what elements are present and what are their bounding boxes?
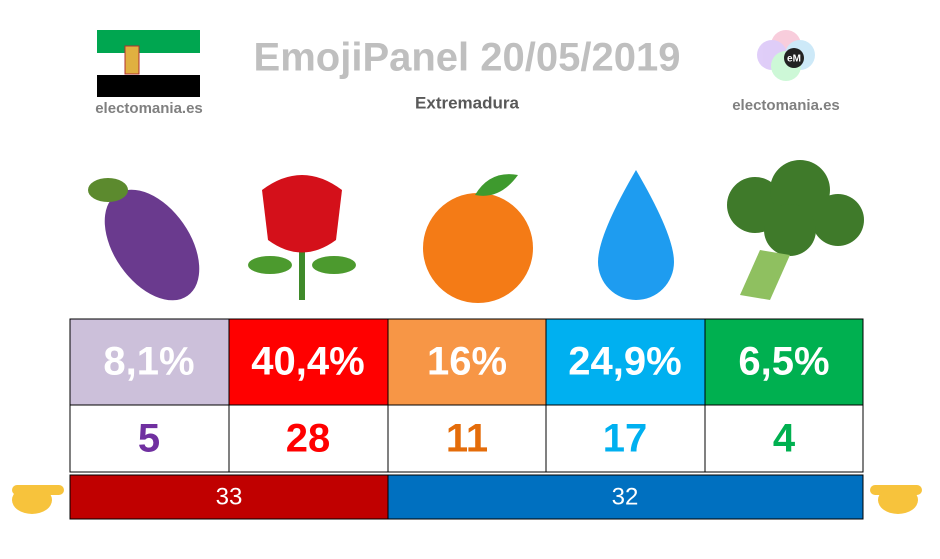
percentage: 6,5% [738,340,829,384]
cell-bg [229,319,388,405]
cell-bg [546,319,705,405]
bloc-seats: 32 [612,483,639,510]
seats: 28 [286,417,331,461]
region: Extremadura [415,93,519,112]
bloc-right [387,474,864,520]
logo [757,30,815,81]
rose-emoji [248,175,356,300]
logo-text: eM [787,54,801,65]
seat-row [69,404,864,473]
seats: 5 [138,417,160,461]
cell-bg [70,319,229,405]
seats: 17 [603,417,648,461]
orange-emoji [423,193,533,303]
cell-bg [388,319,546,405]
percentage: 24,9% [568,340,681,384]
cell-borders [69,318,864,472]
seats: 4 [773,417,796,461]
title: EmojiPanel 20/05/2019 [254,36,681,80]
seats: 11 [446,417,488,461]
logo-badge [784,48,804,68]
bloc-left [69,474,389,520]
percentage: 40,4% [251,340,364,384]
cell-bg [705,319,863,405]
droplet-emoji [598,170,674,300]
table: 8,1% 40,4% 16% 24,9% 6,5% 5 28 11 17 4 3… [69,318,864,520]
broccoli-emoji [727,160,864,300]
percentage: 16% [427,340,507,384]
hand-left [12,485,64,514]
source-left: electomania.es [95,100,203,117]
eggplant-emoji [88,178,200,301]
orange-leaf [475,174,518,196]
flag [97,30,200,97]
hand-right [870,485,922,514]
source-right: electomania.es [732,97,840,114]
percentage: 8,1% [103,340,194,384]
bloc-seats: 33 [216,483,243,510]
